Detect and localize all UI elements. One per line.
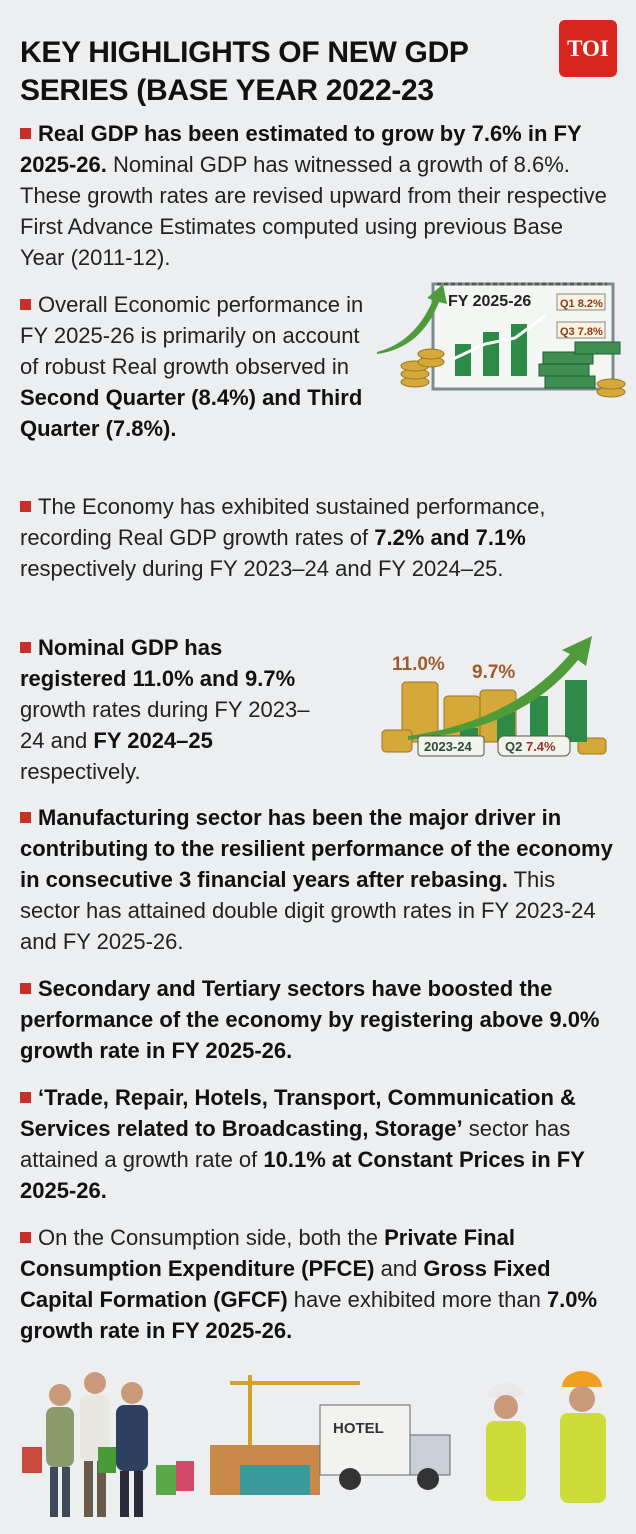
bullet-icon [20,128,31,139]
highlight-7: ‘Trade, Repair, Hotels, Transport, Commu… [20,1082,620,1206]
highlight-text: respectively during FY 2023–24 and FY 20… [20,556,504,581]
bullet-icon [20,501,31,512]
up-arrow-icon [377,284,447,354]
hotel-sign: HOTEL [333,1420,384,1437]
tag-q3: Q3 7.8% [560,326,603,338]
highlight-text: This sector has attained double digit gr… [20,867,596,954]
highlight-text: sector has attained a growth rate of [20,1116,571,1172]
toi-logo: TOI [559,20,617,77]
up-arrow-icon [408,636,592,740]
highlight-text: respectively. [20,759,141,784]
highlight-3: The Economy has exhibited sustained perf… [20,491,615,584]
highlight-text-bold: Second Quarter (8.4%) and Third Quarter … [20,385,363,441]
highlight-8: On the Consumption side, both the Privat… [20,1222,620,1346]
illustration-heading: FY 2025-26 [448,293,531,310]
tag-q2-value: 7.4% [526,739,556,754]
logistics-illustration: HOTEL [210,1375,451,1495]
highlight-text-bold: 10.1% at Constant Prices in FY 2025-26. [20,1147,585,1203]
highlight-text-bold: 7.0% growth rate in FY 2025-26. [20,1287,598,1343]
tag-q1: Q1 8.2% [560,298,603,310]
highlight-5: Manufacturing sector has been the major … [20,802,620,957]
highlight-1: Real GDP has been estimated to grow by 7… [20,118,610,273]
highlight-text: growth rates during FY 2023–24 and [20,697,310,753]
bullet-icon [20,642,31,653]
highlight-text-bold: Nominal GDP has registered 11.0% and 9.7… [20,635,296,691]
highlight-text: Nominal GDP has witnessed a growth of 8.… [20,152,607,270]
shoppers-illustration [22,1372,194,1517]
highlight-text-bold: 7.2% and 7.1% [374,525,526,550]
highlight-text: and [374,1256,424,1281]
label-11: 11.0% [392,654,445,675]
page-title: KEY HIGHLIGHTS OF NEW GDP SERIES (BASE Y… [20,36,469,107]
highlight-text-bold: ‘Trade, Repair, Hotels, Transport, Commu… [20,1085,576,1141]
label-9-7: 9.7% [472,662,515,683]
tag-year: 2023-24 [424,739,472,754]
highlight-text-bold: Private Final Consumption Expenditure (P… [20,1225,515,1281]
bullet-icon [20,299,31,310]
highlight-text: have exhibited more than [287,1287,547,1312]
tag-q2: Q2 [505,739,522,754]
workers-illustration [486,1371,606,1503]
highlight-text-bold: Manufacturing sector has been the major … [20,805,613,892]
economy-scene-illustration: HOTEL [22,1371,606,1517]
bullet-icon [20,1092,31,1103]
highlight-text: The Economy has exhibited sustained perf… [20,494,546,550]
highlight-text-bold: Secondary and Tertiary sectors have boos… [20,976,600,1063]
highlight-text: Overall Economic performance in FY 2025-… [20,292,364,379]
highlight-text: On the Consumption side, both the [38,1225,385,1250]
highlight-6: Secondary and Tertiary sectors have boos… [20,973,620,1066]
highlight-2: Overall Economic performance in FY 2025-… [20,289,365,444]
bullet-icon [20,983,31,994]
highlight-text-bold: FY 2024–25 [93,728,213,753]
svg-text:Q2 7.4%: Q2 7.4% [505,739,556,754]
highlight-text-bold: Real GDP has been estimated to grow by 7… [20,121,582,177]
growth-chart-illustration: FY 2025-26 Q1 8.2% Q3 7.8% [377,282,626,398]
highlight-text-bold: Gross Fixed Capital Formation (GFCF) [20,1256,551,1312]
bullet-icon [20,1232,31,1243]
bullet-icon [20,812,31,823]
highlight-4: Nominal GDP has registered 11.0% and 9.7… [20,632,320,787]
nominal-growth-illustration: 11.0% 9.7% 2023-24 Q2 7.4% [381,636,607,757]
